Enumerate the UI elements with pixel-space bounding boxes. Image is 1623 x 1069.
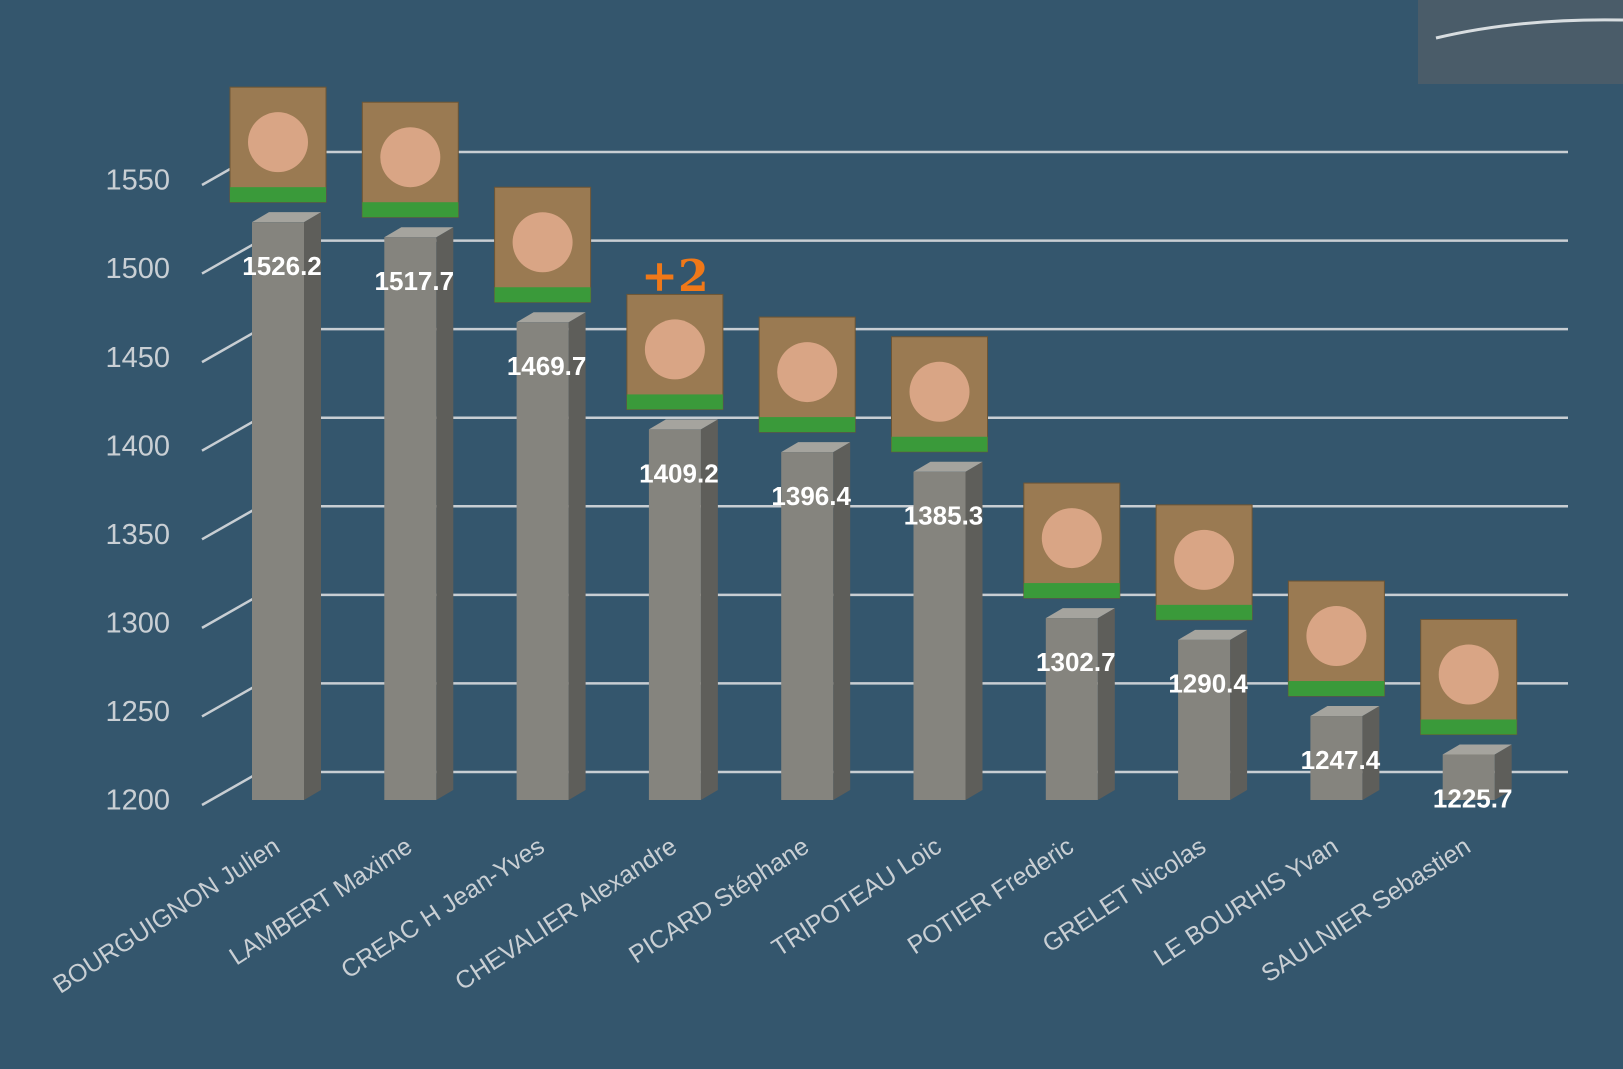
bar-top [1178, 629, 1248, 640]
value-label: 1526.2 [242, 251, 322, 281]
photo-face [380, 127, 441, 188]
value-label: 1396.4 [771, 481, 851, 511]
photo-face [1438, 644, 1499, 705]
value-label: 1290.4 [1168, 669, 1248, 699]
photo-shirt [1023, 583, 1120, 599]
bar-side [568, 312, 586, 800]
grid-line-depth [201, 239, 261, 275]
bar [384, 237, 437, 800]
photo-face [1174, 529, 1235, 590]
photo-face [777, 342, 838, 403]
bar-top [913, 461, 983, 472]
bar-top [1045, 608, 1115, 619]
photo-shirt [759, 417, 856, 433]
photo-shirt [1420, 719, 1517, 735]
bar-side [436, 227, 454, 800]
grid-line-depth [201, 682, 261, 718]
grid-line-depth [201, 770, 261, 807]
photo-face [1306, 606, 1367, 667]
y-tick-label: 1300 [105, 608, 170, 640]
bar [252, 222, 304, 800]
bar-side [1097, 608, 1115, 800]
bar-top [781, 442, 851, 453]
y-tick-label: 1500 [105, 253, 170, 285]
bar [1442, 754, 1495, 800]
bar-side [1494, 744, 1512, 800]
logo-swoosh [1435, 18, 1623, 40]
photo-face [512, 212, 573, 273]
photo-face [248, 112, 308, 173]
grid-line-depth [201, 505, 261, 541]
photo-shirt [891, 436, 988, 452]
bar [648, 429, 701, 800]
value-label: 1469.7 [507, 351, 587, 381]
grid-line-depth [201, 416, 261, 452]
bar [1178, 639, 1231, 800]
photo-shirt [1156, 604, 1253, 620]
bar-side [833, 442, 851, 800]
bar [1310, 716, 1363, 800]
value-label: 1302.7 [1036, 647, 1116, 677]
y-tick-label: 1250 [105, 696, 170, 728]
photo-shirt [230, 187, 326, 203]
photo-shirt [494, 287, 591, 303]
bar-side [965, 461, 983, 800]
bar-side [700, 419, 718, 800]
grid-line-depth [201, 328, 261, 364]
bar-side [1362, 706, 1380, 800]
grid-line-depth [201, 593, 261, 629]
bar-side [304, 212, 321, 800]
bar-top [384, 227, 454, 238]
y-tick-label: 1550 [105, 165, 170, 197]
photo-shirt [1288, 681, 1385, 697]
bar-top [648, 419, 718, 430]
photo-face [909, 361, 970, 422]
bar [516, 322, 569, 800]
bar-top [252, 212, 321, 223]
photo-shirt [362, 202, 459, 218]
bar-top [516, 312, 586, 323]
bar-top [1442, 744, 1512, 755]
y-tick-label: 1400 [105, 430, 170, 462]
bar-side [1230, 629, 1248, 800]
bar [1045, 618, 1098, 800]
photo-shirt [626, 394, 723, 410]
y-tick-label: 1350 [105, 519, 170, 551]
value-label: 1517.7 [375, 266, 455, 296]
value-label: 1225.7 [1433, 783, 1513, 813]
y-tick-label: 1450 [105, 342, 170, 374]
bar-top [1310, 706, 1380, 717]
bar [913, 471, 966, 800]
value-label: 1409.2 [639, 458, 719, 488]
bar [781, 452, 834, 800]
annotation: +2 [641, 251, 708, 302]
photo-face [1041, 508, 1102, 569]
logo [1418, 0, 1623, 84]
value-label: 1385.3 [904, 501, 984, 531]
y-tick-label: 1200 [105, 785, 170, 817]
photo-face [644, 319, 705, 380]
value-label: 1247.4 [1301, 745, 1381, 775]
